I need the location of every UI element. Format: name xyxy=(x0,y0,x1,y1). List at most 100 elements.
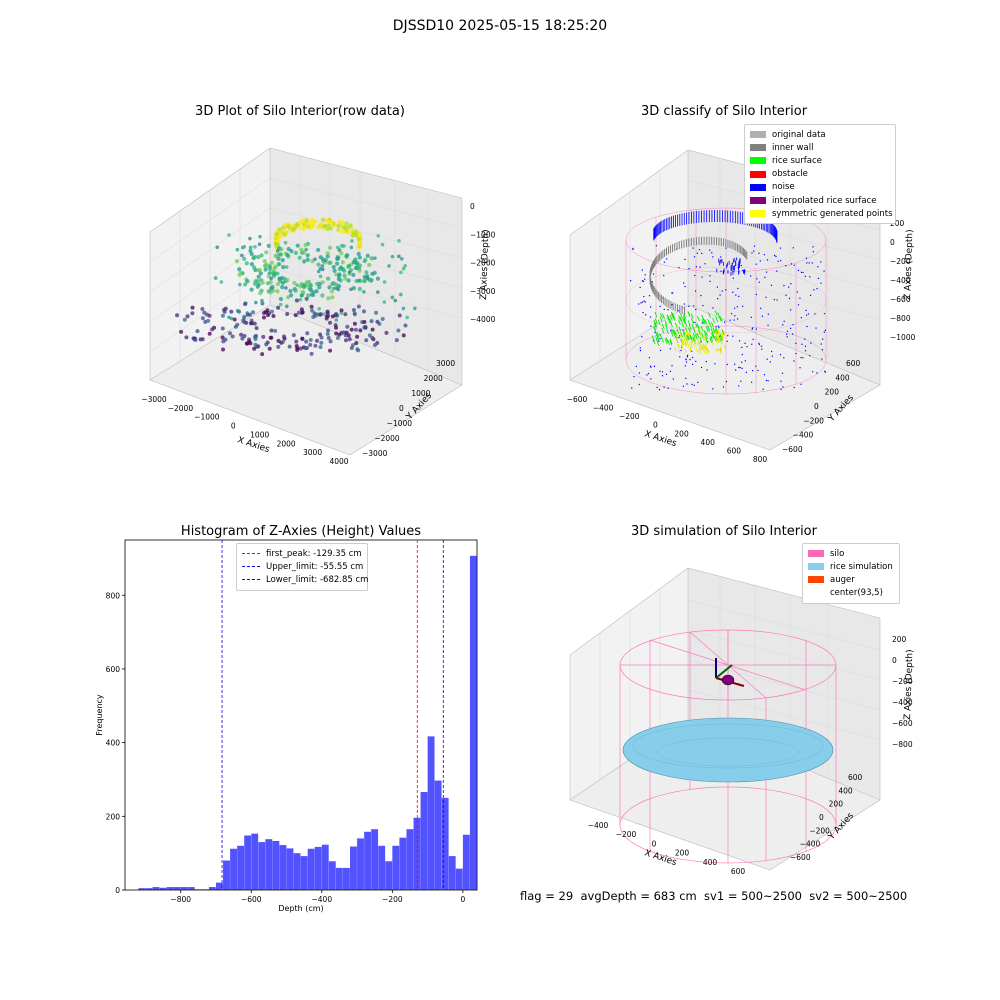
classify-noise-point xyxy=(700,341,702,343)
classify-symmetric-point xyxy=(677,343,680,348)
raw-point xyxy=(270,284,275,290)
classify-rice-point xyxy=(694,321,698,328)
raw-point xyxy=(256,254,261,260)
raw-point xyxy=(339,308,344,313)
classify-rice-point xyxy=(687,311,691,317)
raw-point xyxy=(278,230,283,236)
raw-point xyxy=(387,264,391,268)
histogram-bar xyxy=(159,887,167,890)
histogram-bar xyxy=(152,887,160,890)
raw-point xyxy=(297,310,302,315)
raw-point xyxy=(261,315,266,320)
classify-noise-point xyxy=(691,356,694,359)
classify-noise-point xyxy=(790,309,792,311)
classify-noise-point xyxy=(780,260,782,262)
classify-rice-point xyxy=(659,333,663,339)
classify-noise-point xyxy=(760,345,763,347)
simulation-x-axis-label: X Axies xyxy=(643,848,678,868)
classify-noise-point xyxy=(704,263,706,265)
classify-noise-point xyxy=(719,294,721,296)
raw-point xyxy=(270,309,275,314)
classify-symmetric-point xyxy=(684,341,687,347)
raw-point xyxy=(253,244,257,249)
raw-point xyxy=(255,278,260,284)
raw-point xyxy=(274,231,279,237)
classify-noise-point xyxy=(633,375,635,378)
classify-noise-point xyxy=(685,359,687,361)
histogram-bar xyxy=(406,829,414,890)
raw-point xyxy=(240,253,244,258)
raw-point xyxy=(327,245,333,250)
simulation-status-footer: flag = 29 avgDepth = 683 cm sv1 = 500~25… xyxy=(520,889,908,903)
raw-point xyxy=(353,327,358,332)
raw-point xyxy=(259,253,264,258)
raw-point xyxy=(342,268,347,273)
raw-point xyxy=(405,315,409,320)
classify-legend-item: noise xyxy=(750,181,890,194)
raw-point xyxy=(397,254,401,259)
classify-noise-point xyxy=(709,249,711,251)
classify-noise-point xyxy=(782,324,784,326)
histogram-bar xyxy=(342,867,350,890)
raw-point xyxy=(325,251,330,256)
raw-point xyxy=(275,289,280,294)
raw-point xyxy=(207,313,212,318)
histogram-legend-item: Lower_limit: -682.85 cm xyxy=(242,573,368,586)
classify-symmetric-point xyxy=(681,338,684,343)
raw-point xyxy=(230,334,235,339)
classify-noise-point xyxy=(793,264,795,266)
raw-point xyxy=(327,219,332,225)
classify-symmetric-point xyxy=(674,347,677,352)
raw-y-tick: 0 xyxy=(399,404,404,413)
raw-point xyxy=(352,311,357,316)
classify-noise-point xyxy=(705,360,707,363)
classify-rice-point xyxy=(670,321,673,328)
simulation-y-tick: 0 xyxy=(819,813,824,822)
raw-z-ticks: 0 −1000 −2000 −3000 −4000 xyxy=(470,202,496,324)
raw-point xyxy=(288,293,294,298)
classify-noise-point xyxy=(700,294,702,297)
raw-point xyxy=(257,242,262,247)
histogram-bar xyxy=(371,829,379,890)
raw-point xyxy=(298,346,303,351)
raw-point xyxy=(362,290,366,294)
classify-noise-point xyxy=(744,342,746,344)
raw-point xyxy=(179,329,184,334)
raw-point xyxy=(325,276,331,281)
classify-noise-point xyxy=(642,280,645,282)
raw-point xyxy=(370,327,375,332)
raw-point xyxy=(347,337,352,342)
classify-noise-point xyxy=(811,262,813,264)
classify-noise-point xyxy=(736,318,739,320)
raw-point xyxy=(221,347,226,352)
classify-symmetric-point xyxy=(705,349,708,354)
classify-noise-point xyxy=(732,277,734,279)
classify-rice-point xyxy=(679,313,683,319)
classify-noise-point xyxy=(735,294,737,296)
classify-rice-point xyxy=(721,329,725,335)
raw-point xyxy=(335,256,340,262)
classify-rice-point xyxy=(708,312,711,318)
classify-noise-point xyxy=(672,378,674,380)
histogram-bar xyxy=(385,861,393,890)
classify-rice-point xyxy=(697,315,700,322)
raw-point xyxy=(304,296,309,301)
raw-point xyxy=(249,321,254,326)
classify-noise-point xyxy=(782,386,784,388)
classify-noise-point xyxy=(790,283,792,285)
classify-noise-point xyxy=(767,380,769,382)
classify-x-tick: 200 xyxy=(674,429,689,438)
raw-point xyxy=(347,270,352,274)
classify-noise-point xyxy=(658,388,661,391)
histogram-bar xyxy=(145,888,153,890)
histogram-bars xyxy=(138,555,477,890)
raw-x-tick: −2000 xyxy=(168,404,194,413)
classify-noise-point xyxy=(686,356,689,358)
histogram-bar xyxy=(307,848,315,890)
classify-noise-point xyxy=(648,357,651,359)
raw-point xyxy=(380,317,385,322)
raw-point xyxy=(343,225,348,231)
raw-z-tick: 0 xyxy=(470,202,475,211)
classify-noise-point xyxy=(800,271,803,273)
